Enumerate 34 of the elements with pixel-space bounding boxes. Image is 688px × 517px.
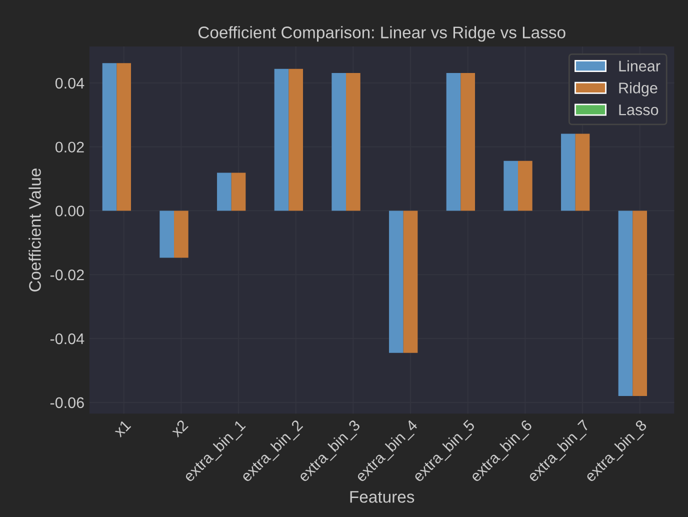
bar xyxy=(618,210,633,396)
bar xyxy=(403,210,418,353)
y-tick-label: 0.00 xyxy=(55,206,84,216)
bar xyxy=(504,160,518,211)
bar xyxy=(332,73,346,211)
y-tick-label: -0.06 xyxy=(50,397,84,408)
bar xyxy=(288,68,304,211)
bar xyxy=(116,63,132,211)
bar xyxy=(561,134,576,211)
bar xyxy=(446,73,461,211)
bar xyxy=(274,68,289,211)
y-tick-label: -0.02 xyxy=(50,270,84,280)
y-tick-label: 0.02 xyxy=(55,142,84,153)
legend-label: Linear xyxy=(619,60,660,72)
y-tick-label: 0.04 xyxy=(55,78,84,89)
legend-label: Ridge xyxy=(619,82,658,96)
bar xyxy=(217,172,232,211)
y-tick-label: -0.04 xyxy=(50,333,84,344)
bar xyxy=(389,210,404,353)
x-tick-label: x1 xyxy=(112,419,132,438)
legend-label: Lasso xyxy=(619,104,658,116)
bar xyxy=(518,160,532,211)
x-axis-title: Features xyxy=(350,491,414,503)
chart-title: Coefficient Comparison: Linear vs Ridge vs Lasso xyxy=(198,26,566,42)
bar xyxy=(346,73,360,211)
bar xyxy=(632,210,648,396)
bar xyxy=(160,210,174,258)
bar xyxy=(231,172,246,211)
bar xyxy=(460,73,476,211)
y-axis-title: Coefficient Value xyxy=(28,168,41,292)
x-tick-label: x2 xyxy=(170,419,188,438)
bar xyxy=(174,210,188,258)
bar xyxy=(102,63,117,211)
bar xyxy=(575,134,590,211)
